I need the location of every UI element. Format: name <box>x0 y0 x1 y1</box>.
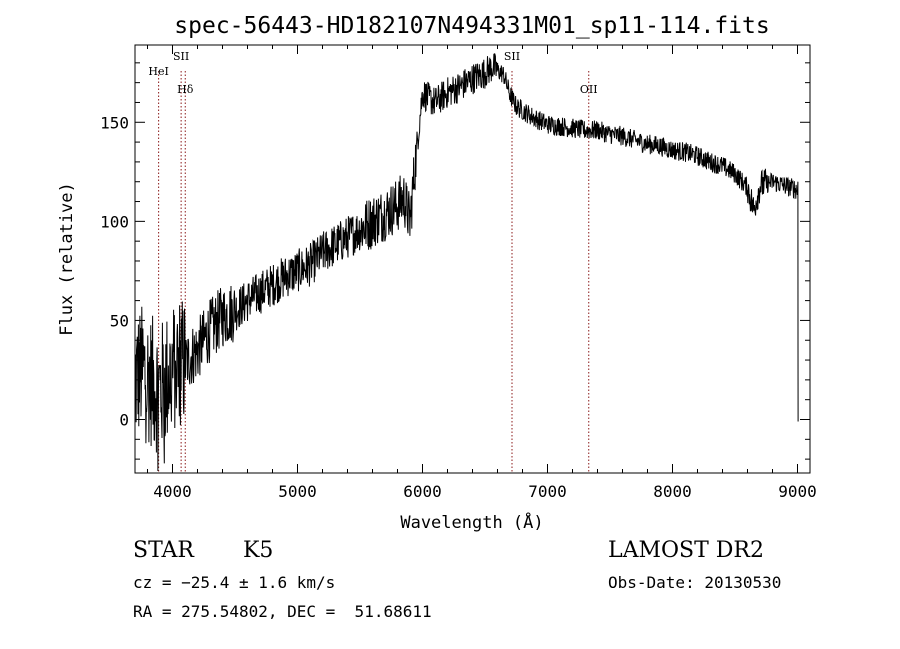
spectral-line-label: OII <box>580 83 598 96</box>
chart-title: spec-56443-HD182107N494331M01_sp11-114.f… <box>174 13 769 39</box>
y-tick-label: 100 <box>100 212 129 231</box>
object-subclass: K5 <box>243 538 274 563</box>
x-tick-label: 6000 <box>403 482 442 501</box>
x-tick-label: 5000 <box>278 482 317 501</box>
x-tick-label: 9000 <box>778 482 817 501</box>
x-tick-label: 4000 <box>153 482 192 501</box>
spectral-line-label: SII <box>173 50 189 63</box>
x-axis-label: Wavelength (Å) <box>400 511 543 533</box>
y-axis-label: Flux (relative) <box>57 182 77 336</box>
spectrum-line <box>134 53 799 472</box>
spectral-line-label: SII <box>504 50 520 63</box>
survey-name: LAMOST DR2 <box>608 538 764 563</box>
y-tick-label: 50 <box>110 311 129 330</box>
observation-date: Obs-Date: 20130530 <box>608 573 782 592</box>
x-tick-label: 7000 <box>528 482 567 501</box>
spectral-line-label: HeI <box>148 65 168 78</box>
x-tick-label: 8000 <box>653 482 692 501</box>
object-class: STAR <box>133 538 194 563</box>
spectral-line-markers: HeI SII Hδ SII OII <box>148 50 598 473</box>
spectral-line-label: Hδ <box>177 83 194 96</box>
y-tick-label: 0 <box>119 411 129 430</box>
y-tick-label: 150 <box>100 113 129 132</box>
plot-frame <box>134 44 811 474</box>
axis-ticks: 4000 5000 6000 7000 8000 9000 0 50 100 150 <box>100 45 817 501</box>
redshift-readout: cz = −25.4 ± 1.6 km/s <box>133 573 336 592</box>
coordinates-readout: RA = 275.54802, DEC = 51.68611 <box>133 602 432 621</box>
